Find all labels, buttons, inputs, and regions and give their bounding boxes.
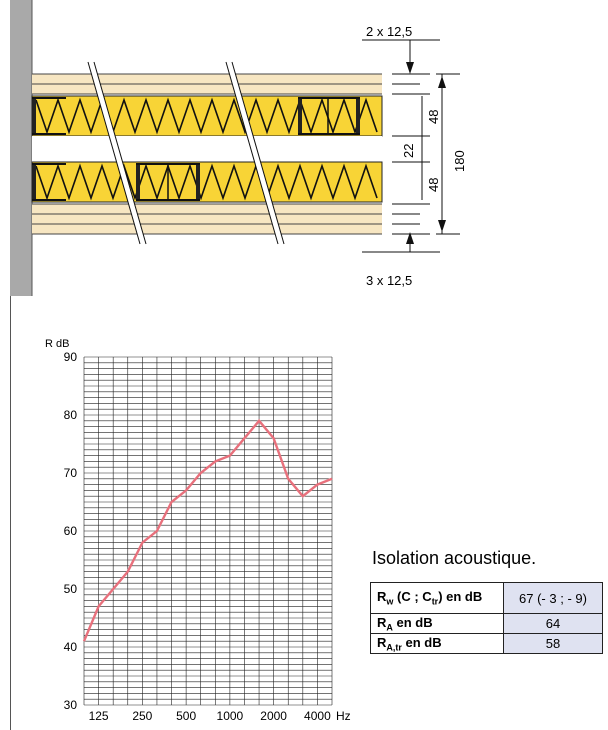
row-key: Rw (C ; Ctr) en dB (370, 582, 504, 614)
dim-insul-top-label: 48 (426, 110, 441, 124)
y-tick-label: 60 (64, 524, 78, 538)
x-tick-label: 2000 (260, 709, 287, 723)
y-tick-label: 70 (64, 466, 78, 480)
dim-gap-label: 22 (401, 144, 416, 158)
chart-grid (83, 356, 333, 706)
row-key: RA en dB (370, 613, 504, 634)
acoustic-table: Rw (C ; Ctr) en dB 67 (- 3 ; - 9) RA en … (370, 582, 603, 654)
row-value: 64 (503, 613, 603, 634)
x-axis-unit: Hz (336, 709, 351, 723)
dim-top-label: 2 x 12,5 (366, 24, 412, 39)
dim-bottom-label: 3 x 12,5 (366, 273, 412, 288)
insulation-layer-top (31, 95, 383, 137)
x-tick-label: 500 (176, 709, 196, 723)
dim-total-label: 180 (452, 150, 467, 172)
x-tick-label: 1000 (217, 709, 244, 723)
table-row: RA,tr en dB 58 (370, 633, 603, 654)
wall-section-drawing: 2 x 12,5 3 x 12,5 48 22 48 180 (10, 0, 467, 296)
top-boards (32, 73, 382, 95)
left-rule (10, 296, 11, 730)
x-tick-labels: 125 250 500 1000 2000 4000 (89, 709, 332, 723)
insulation-layer-bottom (31, 161, 383, 203)
row-value: 67 (- 3 ; - 9) (503, 582, 603, 614)
series-line (82, 418, 333, 642)
row-key: RA,tr en dB (370, 633, 504, 654)
y-tick-label: 50 (64, 582, 78, 596)
wall (10, 0, 32, 296)
table-row: Rw (C ; Ctr) en dB 67 (- 3 ; - 9) (370, 582, 603, 614)
y-tick-label: 80 (64, 408, 78, 422)
bottom-boards (32, 203, 382, 235)
table-caption: Isolation acoustique. (372, 548, 537, 568)
dimension-arrows (406, 62, 446, 244)
dimension-lines (362, 39, 460, 253)
dim-insul-bottom-label: 48 (426, 178, 441, 192)
table-row: RA en dB 64 (370, 613, 603, 634)
y-tick-label: 40 (64, 640, 78, 654)
air-gap (32, 136, 382, 162)
x-tick-label: 4000 (304, 709, 331, 723)
y-tick-labels: 90 80 70 60 50 40 30 (64, 350, 78, 712)
x-tick-label: 125 (89, 709, 109, 723)
y-tick-label: 30 (64, 698, 78, 712)
x-tick-label: 250 (132, 709, 152, 723)
row-value: 58 (503, 633, 603, 654)
y-axis-label: R dB (45, 338, 69, 350)
break-lines (87, 61, 285, 245)
y-tick-label: 90 (64, 350, 78, 364)
